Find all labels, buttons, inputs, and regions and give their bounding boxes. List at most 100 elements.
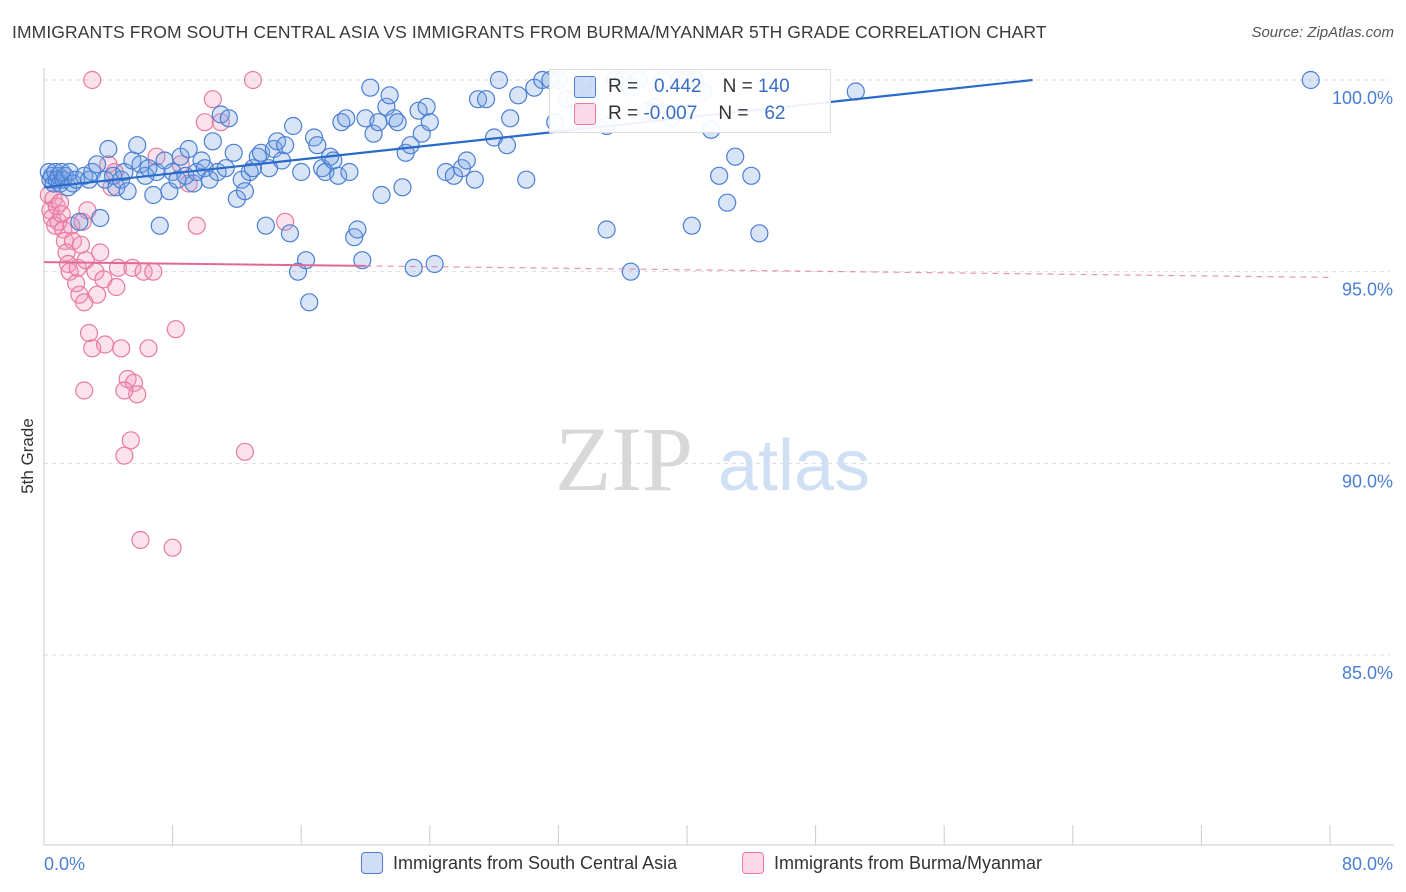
data-point xyxy=(224,143,243,162)
data-point xyxy=(308,136,327,155)
data-point xyxy=(372,185,391,205)
data-point xyxy=(256,216,275,235)
r-value-pink: -0.007 xyxy=(643,103,698,124)
data-point xyxy=(710,166,729,185)
data-point xyxy=(79,323,99,343)
data-point xyxy=(465,170,484,189)
data-point xyxy=(348,220,367,239)
data-point xyxy=(83,70,102,90)
data-point xyxy=(280,224,300,243)
data-point xyxy=(91,208,110,228)
stats-swatch-pink xyxy=(574,103,596,125)
data-point xyxy=(497,136,517,155)
y-tick-label: 90.0% xyxy=(1342,471,1393,491)
n-label: N = xyxy=(722,76,753,97)
data-point xyxy=(292,162,311,182)
data-point xyxy=(489,70,509,90)
data-point xyxy=(276,136,295,155)
stats-text-blue: R = 0.442 N = 140 xyxy=(608,76,790,98)
data-point xyxy=(682,216,701,235)
data-point xyxy=(337,109,356,128)
trend-lines xyxy=(43,78,1331,279)
data-point xyxy=(718,193,737,212)
data-point xyxy=(144,185,163,205)
trend-line-pink-extension xyxy=(365,265,1331,279)
x-tick-label-min: 0.0% xyxy=(44,854,85,874)
data-point xyxy=(742,166,761,185)
trend-line-pink xyxy=(43,261,366,267)
data-point xyxy=(420,113,439,132)
r-label: R = xyxy=(608,103,639,124)
data-point xyxy=(144,262,163,281)
data-point xyxy=(121,431,140,450)
data-point xyxy=(115,381,134,400)
data-point xyxy=(71,235,91,254)
axes xyxy=(43,68,1394,846)
y-tick-label: 100.0% xyxy=(1332,88,1393,108)
data-point xyxy=(380,86,399,105)
n-label: N = xyxy=(718,103,749,124)
stats-row-pink: R = -0.007 N = 62 xyxy=(550,100,830,128)
data-point xyxy=(75,381,94,400)
data-point xyxy=(118,182,137,201)
data-point xyxy=(300,293,319,312)
data-point xyxy=(128,136,147,155)
data-point xyxy=(203,90,222,109)
data-point xyxy=(597,220,616,239)
data-point xyxy=(179,139,198,159)
n-value-pink: 62 xyxy=(764,103,786,124)
data-point xyxy=(124,373,144,392)
data-point xyxy=(107,277,126,297)
r-value-blue: 0.442 xyxy=(653,76,702,97)
data-point xyxy=(95,335,115,354)
data-point xyxy=(501,109,520,128)
data-point xyxy=(369,113,388,132)
data-point xyxy=(353,251,372,270)
data-point xyxy=(388,113,407,132)
data-point xyxy=(87,285,107,304)
trend-line-blue xyxy=(43,78,1033,189)
data-point xyxy=(1301,70,1320,90)
data-point xyxy=(187,216,206,235)
data-point xyxy=(457,151,476,170)
data-point xyxy=(621,262,640,281)
data-point xyxy=(203,132,222,151)
data-point xyxy=(112,339,131,358)
stats-legend: R = 0.442 N = 140 R = -0.007 N = 62 xyxy=(549,69,831,133)
data-point xyxy=(99,139,118,159)
series-burma-points xyxy=(39,70,295,557)
stats-row-blue: R = 0.442 N = 140 xyxy=(550,73,830,101)
data-point xyxy=(70,212,89,231)
y-tick-label: 95.0% xyxy=(1342,280,1393,300)
data-point xyxy=(329,166,348,185)
legend-label-burma: Immigrants from Burma/Myanmar xyxy=(774,852,1043,873)
data-point xyxy=(476,90,496,109)
watermark: ZIP atlas xyxy=(555,408,870,510)
data-point xyxy=(115,446,134,465)
x-tick-label-max: 80.0% xyxy=(1342,854,1393,874)
data-point xyxy=(139,339,158,358)
source-label: Source: ZipAtlas.com xyxy=(1251,24,1394,41)
data-point xyxy=(219,109,238,128)
data-point xyxy=(726,147,745,166)
tick-labels: 100.0% 95.0% 90.0% 85.0% 0.0% 80.0% xyxy=(44,88,1393,874)
data-point xyxy=(166,320,185,339)
data-point xyxy=(340,162,359,182)
data-point xyxy=(163,538,182,557)
data-point xyxy=(509,86,528,105)
data-point xyxy=(57,243,76,262)
stats-swatch-blue xyxy=(574,76,596,98)
data-point xyxy=(284,116,303,136)
data-point xyxy=(87,155,107,174)
watermark-atlas: atlas xyxy=(718,426,870,506)
legend-swatch-blue xyxy=(361,852,383,874)
data-point xyxy=(401,136,420,155)
data-point xyxy=(276,212,295,231)
y-tick-label: 85.0% xyxy=(1342,663,1393,683)
data-point xyxy=(364,124,383,143)
data-point xyxy=(243,70,263,90)
chart-title: IMMIGRANTS FROM SOUTH CENTRAL ASIA VS IM… xyxy=(12,22,1047,42)
legend-swatch-pink xyxy=(742,852,764,874)
data-point xyxy=(131,530,150,550)
stats-text-pink: R = -0.007 N = 62 xyxy=(608,103,785,125)
